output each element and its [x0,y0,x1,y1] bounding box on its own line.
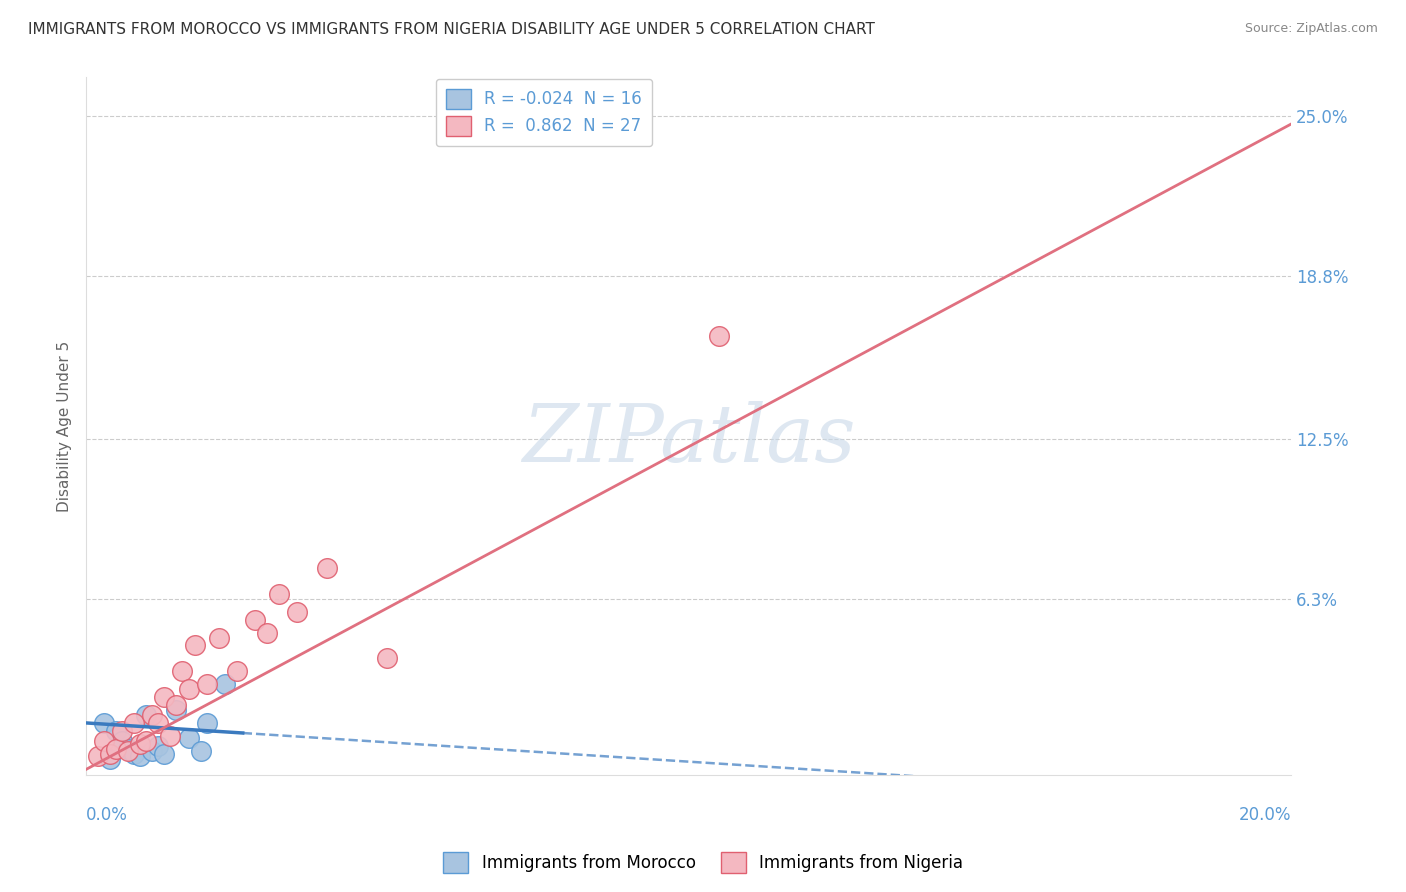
Point [243,613,266,627]
Point [111,723,134,738]
Point [172,665,194,679]
Point [98,747,121,761]
Legend: R = -0.024  N = 16, R =  0.862  N = 27: R = -0.024 N = 16, R = 0.862 N = 27 [436,78,652,146]
Point [153,747,176,761]
Point [177,731,200,746]
Point [93,715,115,730]
Point [153,690,176,705]
Point [183,639,205,653]
Text: Source: ZipAtlas.com: Source: ZipAtlas.com [1244,22,1378,36]
Text: ZIPatlas: ZIPatlas [522,401,855,479]
Point [111,734,134,748]
Point [129,737,152,751]
Point [707,328,730,343]
Point [141,708,163,723]
Point [93,734,115,748]
Point [316,561,339,575]
Point [195,715,218,730]
Point [148,715,170,730]
Legend: Immigrants from Morocco, Immigrants from Nigeria: Immigrants from Morocco, Immigrants from… [436,846,970,880]
Point [166,698,188,712]
Point [117,744,139,758]
Point [267,587,290,601]
Y-axis label: Disability Age Under 5: Disability Age Under 5 [58,341,72,512]
Point [208,631,231,645]
Point [214,677,236,691]
Point [124,715,146,730]
Point [377,651,399,665]
Point [135,734,157,748]
Point [98,752,121,766]
Point [135,708,157,723]
Point [195,677,218,691]
Text: 20.0%: 20.0% [1239,806,1291,824]
Point [190,744,212,758]
Point [148,739,170,754]
Point [166,703,188,717]
Point [124,747,146,761]
Point [105,723,128,738]
Point [117,741,139,756]
Point [87,749,110,764]
Point [105,741,128,756]
Point [159,729,181,743]
Text: IMMIGRANTS FROM MOROCCO VS IMMIGRANTS FROM NIGERIA DISABILITY AGE UNDER 5 CORREL: IMMIGRANTS FROM MOROCCO VS IMMIGRANTS FR… [28,22,875,37]
Point [177,682,200,697]
Point [225,665,247,679]
Point [129,749,152,764]
Point [141,744,163,758]
Point [256,625,278,640]
Text: 0.0%: 0.0% [86,806,128,824]
Point [285,605,308,619]
